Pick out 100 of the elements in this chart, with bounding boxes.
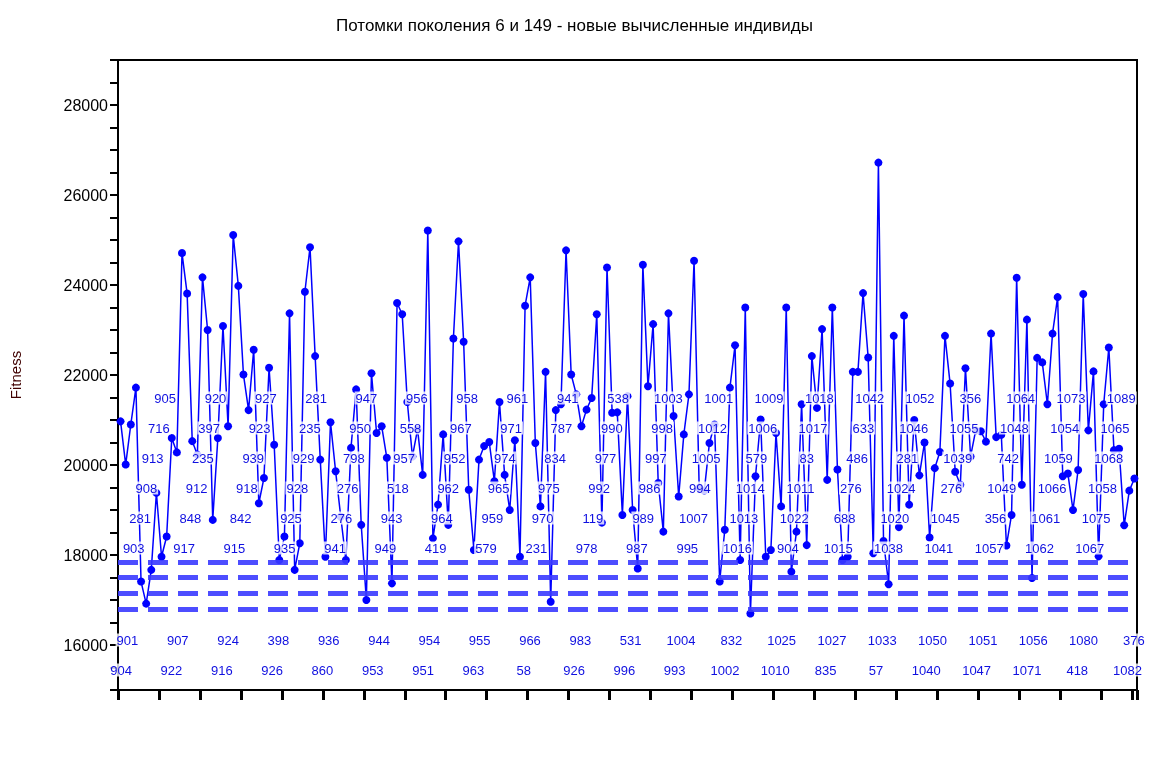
annotation: 989: [632, 510, 655, 526]
annotation: 993: [663, 662, 686, 678]
annotation: 961: [506, 390, 529, 406]
annotation: 915: [223, 540, 246, 556]
y-tick-label: 24000: [63, 276, 109, 294]
y-tick-label: 28000: [63, 96, 109, 114]
annotation: 1068: [1094, 450, 1124, 466]
annotation: 1048: [999, 420, 1029, 436]
annotation: 356: [959, 390, 982, 406]
annotation: 963: [462, 662, 485, 678]
annotation: 1010: [760, 662, 790, 678]
annotation: 1018: [804, 390, 834, 406]
annotation: 1003: [653, 390, 683, 406]
annotation: 904: [777, 540, 799, 556]
annotation: 949: [374, 540, 397, 556]
annotation: 1020: [880, 510, 910, 526]
y-tick-label: 26000: [63, 186, 109, 204]
annotation: 419: [424, 540, 447, 556]
annotation: 1059: [1043, 450, 1073, 466]
annotation: 1062: [1025, 540, 1054, 556]
annotation: 1075: [1081, 510, 1111, 526]
annotation: 956: [405, 390, 428, 406]
annotation: 235: [299, 420, 321, 436]
annotation: 1049: [987, 480, 1017, 496]
annotation: 935: [273, 540, 296, 556]
annotation: 908: [135, 480, 158, 496]
annotation: 518: [387, 480, 409, 496]
annotation: 964: [431, 510, 453, 526]
annotation: 951: [412, 662, 434, 678]
annotation: 974: [493, 450, 516, 466]
annotation: 943: [380, 510, 403, 526]
annotation: 1025: [767, 632, 797, 648]
annotation: 558: [399, 420, 422, 436]
annotation: 1015: [823, 540, 853, 556]
annotation: 832: [720, 632, 743, 648]
annotation: 397: [198, 420, 221, 436]
annotation: 486: [846, 450, 868, 466]
annotation: 936: [317, 632, 340, 648]
annotation: 356: [984, 510, 1007, 526]
annotation: 1051: [968, 632, 998, 648]
annotation: 952: [443, 450, 466, 466]
annotation: 860: [311, 662, 334, 678]
annotation: 1052: [905, 390, 935, 406]
annotation: 953: [361, 662, 384, 678]
y-tick-label: 18000: [63, 546, 109, 564]
annotation: 1046: [899, 420, 929, 436]
annotation: 959: [481, 510, 504, 526]
annotation: 276: [336, 480, 359, 496]
annotation: 1024: [886, 480, 916, 496]
annotation: 916: [210, 662, 233, 678]
annotation: 904: [110, 662, 132, 678]
annotation: 531: [619, 632, 642, 648]
annotation: 967: [449, 420, 472, 436]
annotation: 1022: [779, 510, 809, 526]
annotation: 1057: [974, 540, 1004, 556]
annotation: 742: [997, 450, 1019, 466]
annotation: 992: [588, 480, 611, 496]
annotation: 58: [516, 662, 531, 678]
annotation: 1042: [855, 390, 885, 406]
annotation: 1082: [1113, 662, 1143, 678]
annotation: 929: [292, 450, 315, 466]
annotation: 835: [814, 662, 837, 678]
annotation: 1002: [710, 662, 740, 678]
annotation: 119: [582, 510, 604, 526]
annotation: 1067: [1075, 540, 1105, 556]
annotation: 1073: [1056, 390, 1086, 406]
annotation: 925: [280, 510, 302, 526]
annotation: 798: [343, 450, 365, 466]
annotation: 1047: [962, 662, 992, 678]
y-tick-label: 22000: [63, 366, 109, 384]
annotation: 955: [468, 632, 491, 648]
annotation: 281: [305, 390, 327, 406]
chart-title: Потомки поколения 6 и 149 - новые вычисленные индивиды: [335, 16, 814, 35]
annotation: 281: [896, 450, 919, 466]
annotation: 579: [745, 450, 768, 466]
annotation: 998: [651, 420, 673, 436]
annotation: 1012: [697, 420, 727, 436]
annotation: 975: [538, 480, 560, 496]
annotation: 923: [248, 420, 271, 436]
annotation: 633: [852, 420, 875, 436]
annotation: 1011: [786, 480, 815, 496]
annotation: 1045: [930, 510, 960, 526]
annotation: 965: [487, 480, 510, 496]
annotation: 281: [129, 510, 151, 526]
annotation: 376: [1123, 632, 1145, 648]
annotation: 1041: [924, 540, 954, 556]
annotation: 1005: [691, 450, 721, 466]
annotation: 1027: [817, 632, 847, 648]
annotation: 971: [500, 420, 522, 436]
annotation: 987: [626, 540, 648, 556]
annotation: 947: [355, 390, 378, 406]
annotation: 418: [1066, 662, 1089, 678]
annotation: 276: [839, 480, 862, 496]
annotation: 83: [799, 450, 814, 466]
annotation: 926: [261, 662, 283, 678]
annotation: 57: [868, 662, 884, 678]
annotation: 918: [236, 480, 258, 496]
annotation: 922: [160, 662, 183, 678]
annotation: 997: [644, 450, 667, 466]
annotation: 579: [475, 540, 497, 556]
